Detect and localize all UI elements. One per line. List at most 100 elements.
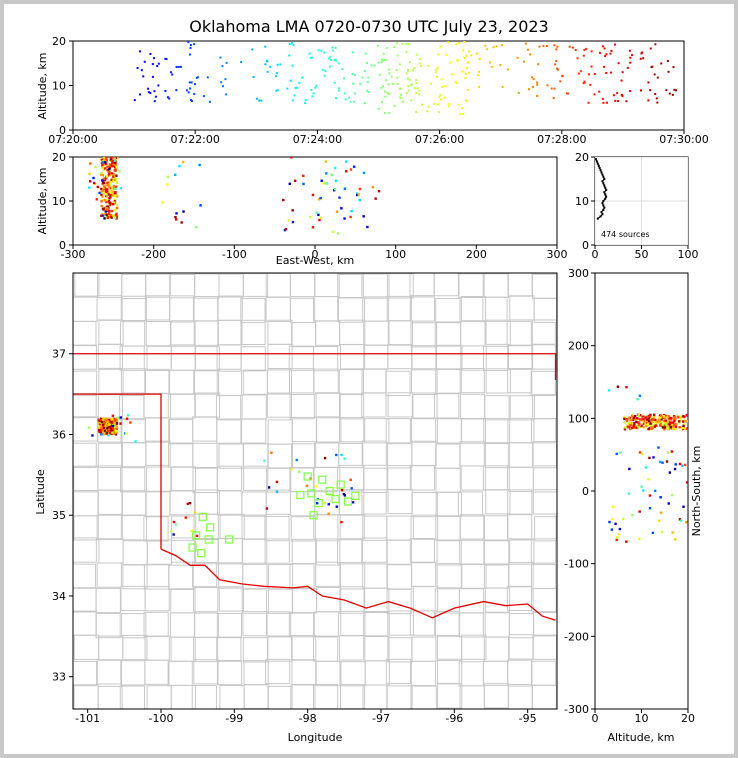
- county-boundary: [412, 394, 438, 420]
- north-south-point: [630, 418, 633, 422]
- plan-view-point: [335, 505, 338, 508]
- plan-view-point: [106, 420, 109, 423]
- time-height-point: [398, 63, 401, 66]
- east-west-point: [115, 206, 119, 210]
- north-south-point: [666, 427, 670, 430]
- east-west-point: [114, 194, 117, 198]
- county-boundary: [95, 612, 121, 639]
- county-boundary: [411, 248, 435, 272]
- time-height-point: [407, 85, 410, 88]
- time-height-point: [407, 89, 410, 92]
- time-height-point: [225, 61, 228, 64]
- east-west-point: [331, 230, 335, 233]
- county-boundary: [193, 659, 219, 685]
- north-south-point: [633, 417, 637, 421]
- time-height-point: [291, 99, 294, 102]
- time-height-xtick-label: 07:24:00: [293, 133, 342, 146]
- time-height-point: [179, 65, 182, 68]
- north-south-point: [660, 416, 664, 419]
- plan-view-point: [115, 426, 119, 429]
- histogram-point: [602, 182, 605, 185]
- time-height-point: [590, 65, 593, 68]
- east-west-point: [110, 178, 113, 182]
- source-count: 474 sources: [601, 230, 650, 239]
- north-south-point: [659, 414, 663, 417]
- time-height-point: [410, 84, 413, 87]
- time-height-point: [665, 89, 668, 92]
- time-height-panel: 07:20:00 07:22:00 07:24:00 07:26:00 07:28:00…: [36, 35, 709, 146]
- east-west-point: [104, 207, 107, 210]
- county-boundary: [387, 392, 413, 418]
- east-west-point: [114, 185, 118, 189]
- east-west-point: [317, 198, 321, 201]
- time-height-point: [462, 112, 465, 115]
- east-west-point: [112, 184, 116, 188]
- time-height-point: [264, 45, 267, 48]
- time-height-point: [459, 113, 462, 116]
- county-boundary: [483, 417, 509, 444]
- county-boundary: [411, 685, 437, 709]
- time-height-point: [477, 74, 480, 77]
- time-height-point: [466, 99, 469, 102]
- time-height-point: [136, 66, 139, 69]
- county-boundary: [170, 320, 196, 346]
- plan-view-point: [188, 501, 192, 505]
- time-height-point: [189, 44, 192, 47]
- time-height-point: [293, 94, 296, 97]
- north-south-point: [660, 420, 663, 423]
- north-south-point: [671, 423, 675, 427]
- time-height-point: [531, 76, 534, 79]
- county-boundary: [460, 418, 486, 444]
- north-south-point: [682, 415, 685, 418]
- time-height-point: [153, 90, 156, 93]
- east-west-point: [101, 166, 104, 169]
- plan-view-point: [115, 429, 118, 433]
- plan-view-point: [119, 422, 122, 425]
- county-boundary: [485, 368, 511, 394]
- plan-view-point: [106, 427, 109, 430]
- time-height-point: [334, 97, 337, 100]
- north-south-point: [632, 425, 635, 428]
- north-south-point: [661, 426, 664, 429]
- time-height-point: [373, 64, 376, 67]
- east-west-point: [106, 169, 109, 172]
- east-west-point: [322, 182, 325, 185]
- east-west-point: [180, 221, 183, 224]
- lma-station-marker: [331, 494, 340, 504]
- county-boundary: [484, 395, 510, 421]
- plan-view-point: [106, 417, 109, 420]
- time-height-point: [413, 87, 416, 90]
- east-west-point: [111, 159, 114, 163]
- plan-view-point: [116, 416, 119, 420]
- histogram-point: [602, 175, 605, 178]
- north-south-point: [678, 420, 681, 423]
- time-height-point: [153, 100, 156, 103]
- histogram-xtick-label: 0: [592, 248, 599, 261]
- east-west-point: [93, 181, 96, 185]
- time-height-point: [193, 93, 196, 96]
- north-south-point: [625, 419, 629, 423]
- histogram-point: [602, 204, 605, 207]
- time-height-point: [351, 72, 354, 75]
- county-boundary: [289, 394, 315, 420]
- east-west-point: [178, 164, 181, 168]
- time-height-point: [584, 47, 587, 50]
- time-height-point: [629, 56, 632, 59]
- east-west-xtick-label: 300: [547, 248, 568, 261]
- north-south-point: [615, 538, 618, 542]
- histogram-point: [601, 180, 604, 183]
- time-height-point: [252, 75, 255, 78]
- time-height-point: [672, 66, 675, 69]
- plan-view-point: [275, 480, 279, 484]
- east-west-point: [101, 189, 104, 192]
- east-west-point: [182, 210, 185, 213]
- county-boundary: [555, 587, 557, 613]
- county-boundary: [485, 319, 511, 345]
- time-height-point: [396, 82, 399, 85]
- time-height-point: [461, 70, 464, 73]
- time-height-point: [388, 72, 391, 75]
- county-boundary: [73, 344, 97, 370]
- east-west-point: [105, 157, 108, 160]
- time-height-point: [545, 44, 548, 47]
- north-south-point: [658, 416, 662, 419]
